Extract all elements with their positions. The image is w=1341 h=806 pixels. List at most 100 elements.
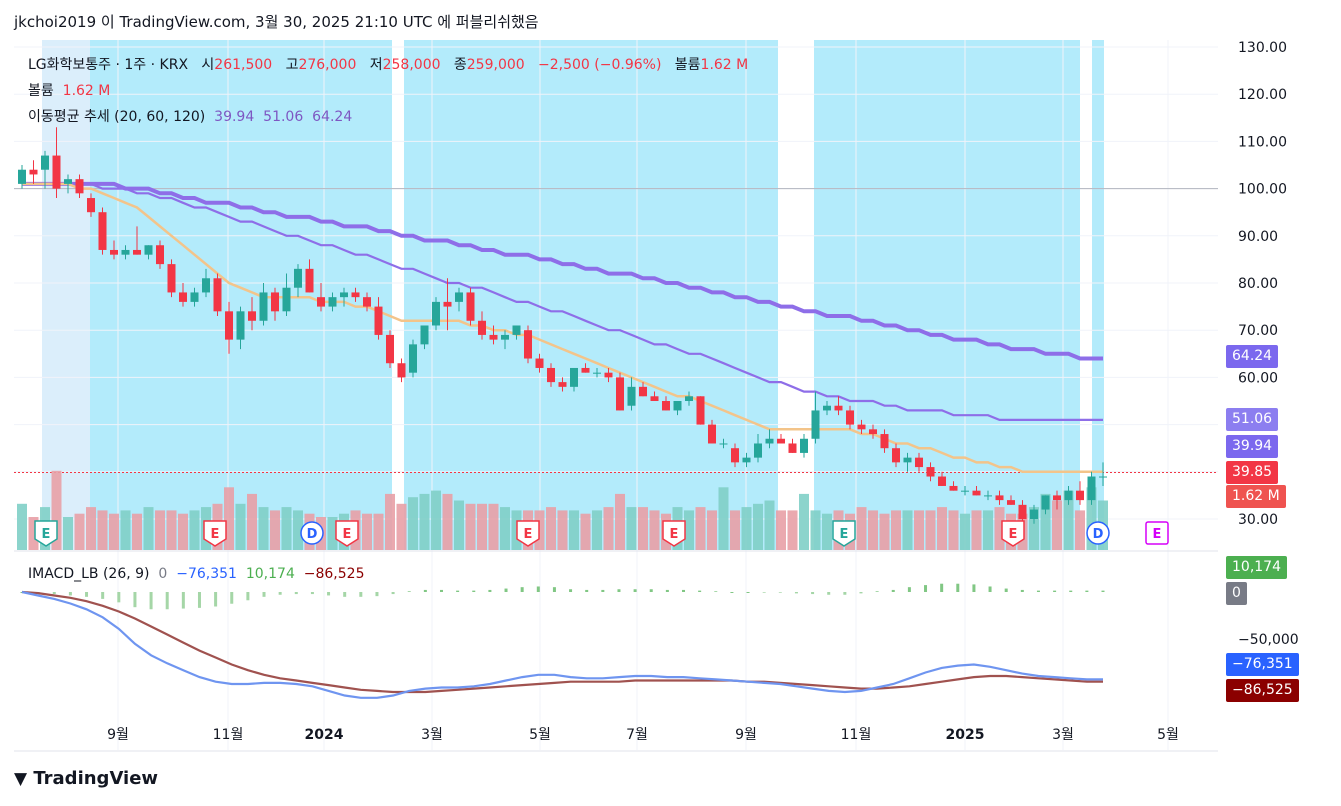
tradingview-logo[interactable]: ▼ TradingView — [14, 768, 158, 789]
volume-bar-20 — [247, 493, 257, 550]
volume-bar-90 — [1052, 500, 1062, 550]
candle-body-14 — [179, 292, 187, 302]
volume-bar-68 — [799, 493, 809, 550]
macd-hist-bar-4 — [85, 592, 89, 597]
macd-hist-bar-26 — [439, 589, 443, 592]
candle-body-88 — [1030, 509, 1038, 519]
volume-bar-53 — [626, 507, 637, 550]
volume-bar-32 — [385, 493, 395, 550]
macd-hist-bar-2 — [52, 592, 56, 595]
legend-line-1: LG화학보통주 · 1주 · KRX 시261,500 고276,000 저25… — [28, 54, 748, 74]
badge-signal: −86,525 — [1226, 679, 1299, 702]
macd-hist-bar-55 — [907, 587, 911, 592]
candle-body-89 — [1041, 495, 1050, 510]
macd-hist-bar-31 — [520, 587, 524, 592]
time-tick-10: 5월 — [1157, 727, 1179, 743]
volume-bar-14 — [178, 513, 188, 550]
volume-bar-1 — [28, 517, 39, 550]
legend-vol: 1.62 M — [700, 57, 749, 73]
legend-ma-label: 이동평균 추세 (20, 60, 120) — [28, 109, 206, 125]
legend-open-label: 시 — [201, 57, 215, 73]
volume-bar-52 — [615, 493, 625, 550]
candle-body-91 — [1064, 490, 1073, 501]
tradingview-logo-icon: ▼ — [14, 769, 28, 789]
candle-body-68 — [800, 438, 808, 453]
volume-bar-51 — [603, 507, 614, 550]
volume-bar-12 — [155, 510, 165, 550]
macd-v2: 10,174 — [245, 566, 295, 582]
band-1 — [404, 40, 778, 550]
candle-body-94 — [1099, 476, 1107, 478]
macd-hist-bar-17 — [294, 592, 298, 595]
candle-body-30 — [363, 297, 371, 307]
dividend-marker-2 — [300, 521, 324, 545]
volume-bar-60 — [707, 510, 717, 550]
price-tick-6: 70.00 — [1238, 323, 1278, 339]
macd-hist-bar-66 — [1085, 590, 1089, 592]
candle-body-34 — [409, 344, 417, 373]
volume-bar-19 — [235, 503, 246, 550]
candle-body-74 — [869, 429, 877, 435]
candle-body-62 — [731, 448, 739, 463]
macd-hist-bar-46 — [762, 592, 766, 593]
candle-body-6 — [87, 198, 95, 213]
volume-bar-49 — [580, 513, 591, 550]
candle-body-72 — [846, 410, 854, 425]
candle-body-78 — [915, 457, 923, 468]
event-label-8: D — [1093, 527, 1104, 542]
legend-low-label: 저 — [369, 57, 383, 73]
candle-body-9 — [121, 249, 130, 255]
volume-bar-93 — [1086, 487, 1097, 550]
macd-hist-bar-50 — [827, 592, 831, 595]
macd-v0: 0 — [158, 566, 168, 582]
event-label-4: E — [524, 527, 533, 542]
event-label-7: E — [1009, 527, 1018, 542]
volume-bar-89 — [1040, 493, 1051, 550]
candle-body-79 — [926, 467, 935, 477]
earnings-future-marker-9 — [1145, 521, 1169, 545]
volume-bar-59 — [695, 507, 706, 550]
volume-bar-66 — [776, 510, 786, 550]
candle-body-57 — [673, 401, 682, 411]
candle-body-39 — [466, 292, 475, 321]
volume-bar-27 — [327, 517, 338, 550]
volume-bar-61 — [718, 487, 729, 550]
ma20-line — [22, 182, 1103, 474]
legend-vol2-label: 볼륨 — [28, 83, 54, 99]
macd-hist-bar-60 — [988, 586, 992, 592]
volume-bar-7 — [97, 510, 108, 550]
volume-bar-84 — [983, 510, 993, 550]
volume-bar-22 — [270, 510, 280, 550]
time-tick-3: 3월 — [421, 727, 443, 743]
candle-body-43 — [512, 325, 521, 335]
macd-hist-bar-42 — [698, 590, 702, 592]
earnings-marker-7 — [1001, 520, 1025, 547]
price-tick-3: 100.00 — [1238, 182, 1287, 198]
macd-hist-bar-62 — [1020, 589, 1024, 592]
macd-hist-bar-19 — [327, 592, 331, 596]
candle-body-59 — [696, 396, 705, 425]
macd-hist-bar-67 — [1101, 590, 1105, 592]
candle-body-67 — [788, 443, 797, 453]
volume-bar-36 — [431, 490, 441, 550]
macd-line — [21, 590, 1103, 699]
candle-body-82 — [961, 490, 969, 492]
volume-bar-35 — [419, 493, 430, 550]
candle-body-23 — [282, 287, 291, 312]
candle-body-20 — [248, 311, 256, 321]
volume-bar-40 — [477, 503, 487, 550]
volume-bar-63 — [741, 507, 752, 550]
price-tick-4: 90.00 — [1238, 229, 1278, 245]
macd-hist-bar-56 — [924, 585, 928, 592]
volume-bar-39 — [465, 503, 476, 550]
macd-hist-bar-32 — [536, 586, 540, 592]
price-tick-2: 110.00 — [1238, 134, 1287, 150]
candle-body-16 — [202, 278, 210, 293]
macd-hist-bar-45 — [746, 592, 750, 593]
event-label-9: E — [1153, 527, 1162, 542]
macd-hist-bar-41 — [682, 589, 686, 592]
band-light — [42, 40, 90, 550]
volume-bar-76 — [891, 510, 901, 550]
event-label-1: E — [211, 527, 220, 542]
